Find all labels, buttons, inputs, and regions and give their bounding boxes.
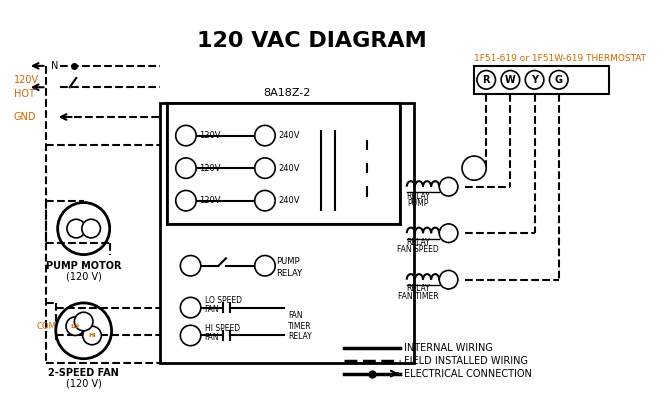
Circle shape (440, 177, 458, 196)
Text: N: N (182, 131, 190, 140)
Polygon shape (358, 187, 366, 196)
Text: GND: GND (14, 112, 36, 122)
Circle shape (180, 297, 201, 318)
Text: 120V: 120V (199, 164, 220, 173)
Text: FAN: FAN (204, 305, 219, 314)
Circle shape (525, 70, 544, 89)
Text: COM: COM (36, 322, 56, 331)
Text: PUMP: PUMP (276, 256, 299, 266)
Bar (160, 103, 413, 363)
Text: G: G (445, 275, 452, 284)
Text: LO SPEED: LO SPEED (204, 296, 241, 305)
Circle shape (66, 317, 84, 336)
Text: 120V: 120V (199, 196, 220, 205)
Text: 1F51-619 or 1F51W-619 THERMOSTAT: 1F51-619 or 1F51W-619 THERMOSTAT (474, 54, 646, 63)
Circle shape (440, 270, 458, 289)
Text: 2-SPEED FAN: 2-SPEED FAN (48, 367, 119, 378)
Text: Y: Y (446, 229, 452, 238)
Circle shape (67, 219, 86, 238)
Text: FAN TIMER: FAN TIMER (398, 292, 439, 301)
Circle shape (82, 326, 101, 345)
Text: 240V: 240V (278, 164, 299, 173)
Polygon shape (358, 141, 366, 149)
Text: 8A18Z-2: 8A18Z-2 (263, 88, 310, 98)
Circle shape (176, 125, 196, 146)
Circle shape (255, 158, 275, 178)
Text: ELECTRICAL CONNECTION: ELECTRICAL CONNECTION (405, 369, 532, 379)
Circle shape (255, 191, 275, 211)
Text: F2: F2 (180, 196, 192, 205)
Text: FAN SPEED: FAN SPEED (397, 246, 440, 254)
Circle shape (180, 325, 201, 346)
Text: 240V: 240V (278, 196, 299, 205)
Text: HI SPEED: HI SPEED (204, 323, 240, 333)
Text: RELAY: RELAY (407, 285, 430, 293)
Text: FIELD INSTALLED WIRING: FIELD INSTALLED WIRING (405, 356, 529, 365)
Text: HOT: HOT (14, 89, 35, 99)
Text: P2: P2 (180, 164, 192, 173)
Text: R: R (482, 75, 490, 85)
Text: PUMP: PUMP (407, 199, 429, 208)
Circle shape (74, 312, 93, 331)
Text: L1: L1 (185, 261, 196, 270)
Circle shape (549, 70, 568, 89)
Text: Y: Y (531, 75, 538, 85)
Text: LO: LO (71, 323, 80, 328)
Text: N: N (51, 61, 58, 71)
Text: G: G (555, 75, 563, 85)
Text: 240V: 240V (278, 131, 299, 140)
Text: L0: L0 (185, 303, 196, 312)
Text: INTERNAL WIRING: INTERNAL WIRING (405, 343, 493, 352)
Text: 120V: 120V (14, 75, 39, 85)
Circle shape (180, 256, 201, 276)
Circle shape (255, 125, 275, 146)
Text: P1: P1 (259, 261, 271, 270)
Text: FAN: FAN (204, 333, 219, 342)
Text: L2: L2 (259, 131, 271, 140)
Text: RELAY: RELAY (276, 269, 302, 278)
Circle shape (477, 70, 496, 89)
Circle shape (176, 191, 196, 211)
Text: W: W (505, 75, 516, 85)
Circle shape (255, 256, 275, 276)
Polygon shape (358, 164, 366, 172)
Circle shape (56, 303, 112, 359)
Text: RELAY: RELAY (407, 238, 430, 247)
Circle shape (462, 156, 486, 180)
Text: (120 V): (120 V) (66, 379, 102, 389)
Text: RELAY: RELAY (407, 191, 430, 201)
Circle shape (58, 202, 110, 255)
Text: HI: HI (88, 333, 96, 338)
Bar (168, 103, 400, 224)
Text: R: R (470, 163, 478, 173)
Circle shape (501, 70, 520, 89)
Text: W: W (444, 182, 454, 191)
Bar (474, 66, 609, 94)
Circle shape (82, 219, 100, 238)
Circle shape (176, 158, 196, 178)
Text: 120 VAC DIAGRAM: 120 VAC DIAGRAM (196, 31, 426, 52)
Text: HI: HI (186, 331, 196, 340)
Text: F2: F2 (259, 196, 271, 205)
Text: (120 V): (120 V) (66, 272, 102, 282)
Text: FAN
TIMER
RELAY: FAN TIMER RELAY (288, 311, 312, 341)
Circle shape (440, 224, 458, 243)
Text: PUMP MOTOR: PUMP MOTOR (46, 261, 121, 271)
Text: P2: P2 (259, 164, 271, 173)
Text: 120V: 120V (199, 131, 220, 140)
